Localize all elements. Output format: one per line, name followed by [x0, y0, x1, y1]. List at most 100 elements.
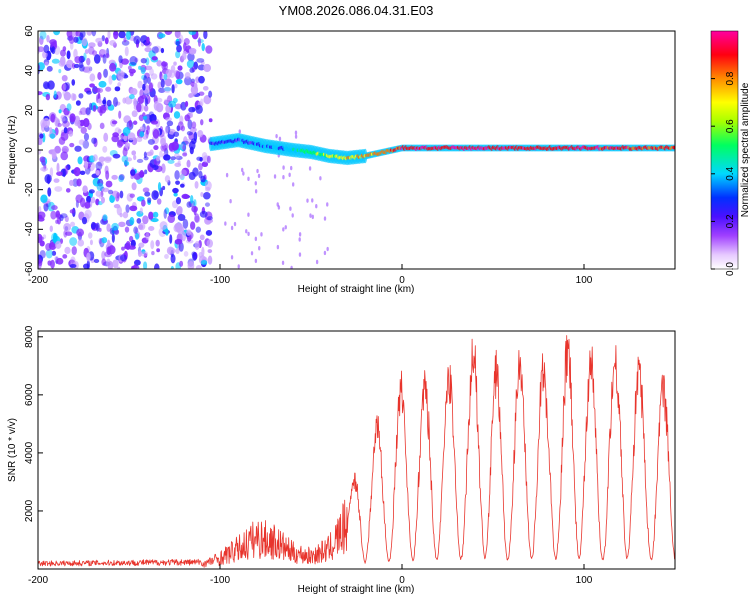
noise-speckle: [43, 202, 49, 212]
noise-speckle: [102, 99, 107, 105]
colorbar-tick-label: 0.0: [725, 262, 736, 276]
bottom-x-tick-label: -200: [28, 575, 48, 586]
noise-speckle: [189, 126, 197, 133]
noise-speckle: [69, 263, 77, 269]
noise-speckle: [88, 189, 95, 194]
bottom-y-tick-label: 8000: [24, 325, 35, 348]
noise-speckle: [40, 194, 48, 204]
noise-speckle: [137, 249, 142, 257]
noise-speckle: [282, 227, 285, 232]
noise-speckle: [201, 161, 209, 168]
noise-speckle: [276, 244, 280, 250]
noise-speckle: [197, 64, 206, 71]
noise-speckle: [144, 46, 152, 53]
noise-speckle: [46, 175, 51, 185]
noise-speckle: [311, 214, 314, 220]
noise-speckle: [189, 67, 195, 73]
noise-speckle: [137, 80, 143, 89]
noise-speckle: [116, 192, 120, 199]
noise-speckle: [157, 81, 162, 90]
noise-speckle: [123, 135, 128, 142]
top-x-tick-label: -100: [210, 275, 230, 286]
noise-speckle: [164, 207, 170, 215]
noise-speckle: [92, 104, 97, 112]
noise-speckle: [207, 249, 213, 254]
noise-speckle: [104, 37, 109, 45]
noise-speckle: [84, 201, 91, 209]
noise-speckle: [121, 155, 129, 163]
noise-speckle: [184, 76, 192, 86]
noise-speckle: [144, 169, 148, 175]
noise-speckle: [39, 250, 46, 259]
noise-speckle: [43, 44, 50, 54]
bottom-y-label: SNR (10 * v/v): [7, 418, 18, 482]
top-x-tick-label: 0: [399, 275, 405, 286]
top-y-tick-label: 0: [24, 147, 35, 153]
noise-speckle: [290, 165, 293, 171]
noise-speckle: [51, 232, 59, 243]
noise-speckle: [116, 266, 121, 269]
noise-speckle: [54, 186, 63, 192]
noise-speckle: [118, 174, 125, 183]
noise-speckle: [104, 156, 112, 162]
noise-speckle: [62, 168, 66, 178]
noise-speckle: [86, 195, 91, 204]
noise-speckle: [225, 172, 229, 178]
noise-speckle: [289, 206, 292, 211]
noise-speckle: [281, 260, 285, 266]
noise-speckle: [157, 181, 162, 192]
noise-speckle: [143, 151, 147, 159]
noise-speckle: [230, 255, 234, 260]
noise-speckle: [133, 97, 137, 107]
snr-panel: -200 -100 0 100 2000 4000 6000 8000 Height of …: [7, 325, 676, 595]
noise-speckle: [80, 126, 87, 134]
noise-speckle: [109, 62, 117, 72]
bottom-y-tick-label: 6000: [24, 383, 35, 406]
noise-speckle: [203, 31, 208, 40]
noise-speckle: [129, 94, 135, 100]
noise-speckle: [74, 145, 82, 152]
noise-speckle: [89, 83, 95, 88]
noise-speckle: [151, 46, 159, 54]
noise-speckle: [144, 41, 152, 47]
noise-speckle: [174, 103, 183, 110]
noise-speckle: [194, 213, 200, 223]
noise-speckle: [54, 240, 62, 249]
noise-speckle: [164, 125, 169, 135]
noise-speckle: [288, 172, 291, 178]
noise-speckle: [172, 187, 179, 194]
noise-speckle: [186, 201, 192, 208]
noise-speckle: [116, 205, 122, 216]
noise-speckle: [224, 221, 227, 226]
noise-speckle: [193, 199, 197, 208]
noise-speckle: [200, 175, 206, 183]
noise-speckle: [177, 213, 186, 222]
noise-speckle: [124, 226, 130, 233]
noise-speckle: [163, 154, 171, 161]
noise-speckle: [98, 156, 106, 162]
noise-speckle: [104, 251, 113, 258]
noise-speckle: [122, 211, 129, 219]
noise-speckle: [99, 108, 103, 116]
noise-speckle: [52, 148, 56, 158]
noise-speckle: [45, 243, 52, 251]
noise-speckle: [169, 234, 173, 244]
noise-speckle: [166, 120, 174, 127]
noise-speckle: [111, 120, 118, 125]
noise-speckle: [146, 125, 150, 135]
noise-speckle: [139, 89, 144, 98]
noise-speckle: [195, 226, 202, 233]
colorbar-tick-label: 0.2: [725, 214, 736, 228]
noise-speckle: [173, 131, 180, 137]
noise-speckle: [326, 202, 329, 207]
noise-speckle: [136, 158, 144, 164]
noise-speckle: [191, 251, 197, 257]
noise-speckle: [148, 82, 154, 93]
noise-speckle: [159, 150, 163, 158]
noise-speckle: [202, 85, 209, 91]
noise-speckle: [76, 228, 85, 237]
noise-speckle: [142, 83, 146, 91]
noise-speckle: [175, 78, 183, 85]
noise-speckle: [131, 182, 137, 191]
